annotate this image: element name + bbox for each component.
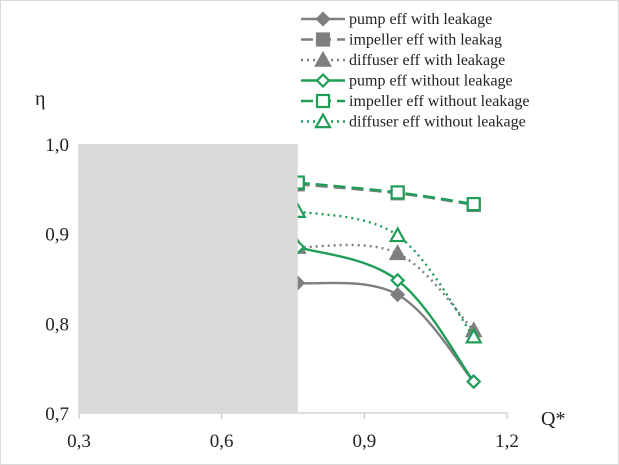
series-6	[288, 201, 483, 344]
data-point	[390, 287, 406, 303]
legend-entry: pump eff without leakage	[301, 73, 513, 90]
legend-label: diffuser eff with leakage	[349, 52, 505, 69]
series-line	[297, 210, 475, 338]
x-tick-label: 0,9	[352, 431, 376, 452]
series-layer	[288, 175, 483, 390]
data-point	[315, 32, 331, 47]
x-tick-label: 0,3	[67, 431, 91, 452]
legend-entry: diffuser eff with leakage	[301, 50, 505, 69]
data-point	[466, 374, 482, 390]
series-line	[297, 281, 475, 383]
data-point	[466, 196, 481, 212]
y-axis-label: η	[35, 88, 45, 110]
y-tick-label: 0,7	[45, 404, 69, 425]
axes: 0,3 0,6 0,9 1,2 0,7 0,8 0,9 1,0 Q* η	[35, 88, 565, 452]
series-line	[297, 181, 474, 206]
y-tick-label: 0,9	[45, 225, 69, 246]
legend-label: pump eff with leakage	[349, 11, 492, 28]
data-point	[315, 93, 331, 109]
legend-entry: impeller eff with leakag	[301, 32, 502, 49]
data-point	[315, 11, 331, 27]
legend-entry: pump eff with leakage	[301, 11, 492, 28]
series-line	[297, 243, 475, 332]
series-3	[288, 237, 483, 338]
legend-label: pump eff without leakage	[349, 73, 513, 90]
x-tick-label: 0,6	[210, 431, 234, 452]
legend-label: diffuser eff without leakage	[349, 114, 526, 131]
series-5	[290, 175, 481, 212]
x-axis-ticks: 0,3 0,6 0,9 1,2	[67, 413, 519, 452]
occluded-region	[79, 144, 298, 413]
series-1	[290, 275, 482, 390]
data-point	[314, 50, 332, 67]
series-line	[297, 245, 475, 383]
y-tick-label: 1,0	[45, 135, 69, 156]
legend-entry: diffuser eff without leakage	[301, 112, 526, 131]
series-line	[297, 183, 474, 207]
series-4	[290, 239, 482, 390]
data-point	[390, 272, 406, 288]
legend-entry: impeller eff without leakage	[301, 93, 530, 110]
legend-label: impeller eff with leakag	[349, 32, 502, 49]
legend: pump eff with leakage impeller eff with l…	[301, 11, 530, 131]
y-axis-ticks: 0,7 0,8 0,9 1,0	[45, 135, 69, 425]
x-tick-label: 1,2	[495, 431, 519, 452]
series-2	[290, 177, 481, 213]
data-point	[388, 226, 407, 243]
data-point	[390, 185, 405, 200]
x-axis-label: Q*	[541, 408, 565, 430]
data-point	[314, 112, 332, 129]
y-tick-label: 0,8	[45, 314, 69, 335]
data-point	[388, 244, 407, 261]
data-point	[464, 327, 483, 344]
legend-label: impeller eff without leakage	[349, 93, 530, 110]
data-point	[315, 72, 331, 89]
